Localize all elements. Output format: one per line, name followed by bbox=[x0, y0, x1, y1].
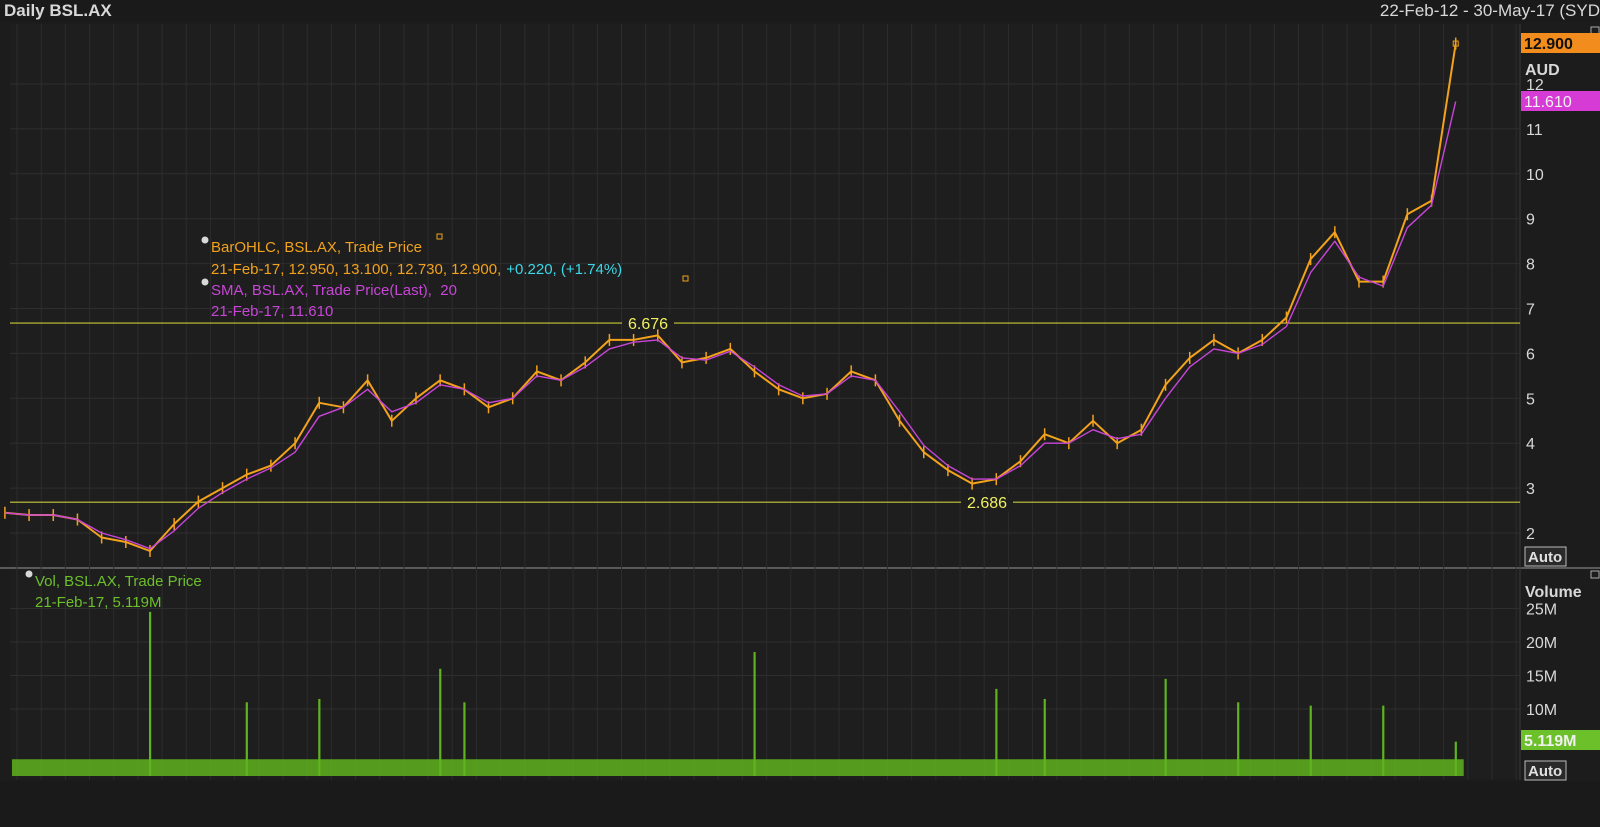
last-price-marker bbox=[1452, 40, 1459, 47]
volume-axis-title: Volume bbox=[1525, 584, 1582, 601]
volume-auto-button[interactable] bbox=[1524, 760, 1567, 781]
volume-bar bbox=[753, 652, 756, 776]
chart-title-bar: Daily BSL.AX 22-Feb-12 - 30-May-17 (SYD bbox=[0, 0, 1600, 22]
price-axis-header: 12.900 AUD 11.610 Auto bbox=[1521, 26, 1600, 567]
price-tick-label: 5 bbox=[1526, 391, 1535, 408]
currency-label: AUD bbox=[1525, 62, 1560, 79]
x-axis-band[interactable] bbox=[0, 781, 1600, 827]
sma-badge-text: 11.610 bbox=[1524, 94, 1572, 111]
last-price-badge bbox=[1521, 33, 1600, 53]
ohlc-legend-icon[interactable] bbox=[201, 236, 209, 244]
sma-legend-header: SMA, BSL.AX, Trade Price(Last), 20 bbox=[211, 282, 457, 299]
volume-tick-label: 10M bbox=[1526, 702, 1557, 719]
sma-legend-values: 21-Feb-17, 11.610 bbox=[211, 303, 333, 320]
volume-auto-label: Auto bbox=[1528, 763, 1562, 780]
price-tick-label: 8 bbox=[1526, 257, 1535, 274]
price-axis-ticks: 2 3 4 5 6 7 8 9 10 11 12 bbox=[1526, 77, 1544, 543]
price-tick-label: 12 bbox=[1526, 77, 1544, 94]
price-panel[interactable] bbox=[10, 24, 1520, 568]
sma-badge bbox=[1521, 91, 1600, 111]
volume-bar bbox=[1454, 741, 1457, 776]
price-tick-label: 3 bbox=[1526, 481, 1535, 498]
price-tick-label: 6 bbox=[1526, 346, 1535, 363]
price-auto-button[interactable] bbox=[1524, 546, 1567, 567]
horizontal-line-label: 6.676 bbox=[628, 316, 668, 333]
last-volume-badge bbox=[1521, 730, 1600, 750]
volume-axis-ticks: 10M 15M 20M 25M bbox=[1526, 602, 1557, 720]
price-tick-label: 11 bbox=[1526, 122, 1543, 139]
volume-bar bbox=[1043, 698, 1046, 776]
volume-bar bbox=[1382, 705, 1385, 776]
volume-menu-icon[interactable] bbox=[1590, 570, 1600, 579]
volume-tick-label: 25M bbox=[1526, 602, 1557, 619]
volume-axis-header: Volume 5.119M Auto bbox=[1521, 570, 1600, 781]
volume-bar bbox=[1237, 702, 1240, 776]
vol-legend-header: Vol, BSL.AX, Trade Price bbox=[35, 573, 202, 590]
ohlc-values-handle[interactable] bbox=[682, 275, 689, 282]
legend: BarOHLC, BSL.AX, Trade Price 21-Feb-17, … bbox=[25, 233, 689, 611]
horizontal-lines[interactable]: 6.676 2.686 bbox=[10, 314, 1520, 512]
volume-bars bbox=[12, 611, 1464, 776]
volume-tick-label: 15M bbox=[1526, 669, 1557, 686]
sma-line bbox=[4, 101, 1457, 550]
volume-bar bbox=[318, 698, 321, 776]
vol-legend-values: 21-Feb-17, 5.119M bbox=[35, 594, 161, 611]
volume-bar bbox=[1164, 678, 1167, 776]
volume-panel[interactable] bbox=[10, 570, 1520, 779]
volume-bar bbox=[439, 668, 442, 776]
last-volume-text: 5.119M bbox=[1524, 733, 1576, 750]
chart-title: Daily BSL.AX bbox=[4, 1, 112, 20]
price-tick-label: 2 bbox=[1526, 526, 1535, 543]
volume-bar bbox=[245, 702, 248, 776]
volume-bar bbox=[1309, 705, 1312, 776]
gridlines bbox=[10, 24, 1520, 780]
horizontal-line-label-bg bbox=[961, 493, 1013, 512]
price-auto-label: Auto bbox=[1528, 549, 1562, 566]
date-range: 22-Feb-12 - 30-May-17 (SYD bbox=[1379, 1, 1600, 20]
ohlc-legend-header: BarOHLC, BSL.AX, Trade Price bbox=[211, 239, 422, 256]
price-tick-label: 7 bbox=[1526, 302, 1535, 319]
volume-bar bbox=[463, 702, 466, 776]
last-price-text: 12.900 bbox=[1524, 36, 1573, 53]
volume-bar bbox=[148, 611, 152, 776]
horizontal-line-label: 2.686 bbox=[967, 495, 1007, 512]
price-tick-label: 4 bbox=[1526, 436, 1535, 453]
ohlc-change-text: +0.220, (+1.74%) bbox=[506, 261, 622, 278]
vol-legend-icon[interactable] bbox=[25, 570, 33, 578]
sma-legend-icon[interactable] bbox=[201, 278, 209, 286]
panel-menu-icon[interactable] bbox=[1590, 26, 1600, 35]
volume-tick-label: 20M bbox=[1526, 635, 1557, 652]
ohlc-legend-handle[interactable] bbox=[436, 233, 443, 240]
volume-baseline bbox=[12, 759, 1464, 776]
volume-bar bbox=[995, 688, 998, 776]
price-tick-label: 9 bbox=[1526, 212, 1535, 229]
ohlc-legend-values: 21-Feb-17, 12.950, 13.100, 12.730, 12.90… bbox=[211, 261, 622, 278]
horizontal-line-label-bg bbox=[622, 314, 674, 333]
price-series bbox=[4, 37, 1459, 557]
price-tick-label: 10 bbox=[1526, 167, 1544, 184]
ohlc-values-text: 21-Feb-17, 12.950, 13.100, 12.730, 12.90… bbox=[211, 261, 501, 278]
